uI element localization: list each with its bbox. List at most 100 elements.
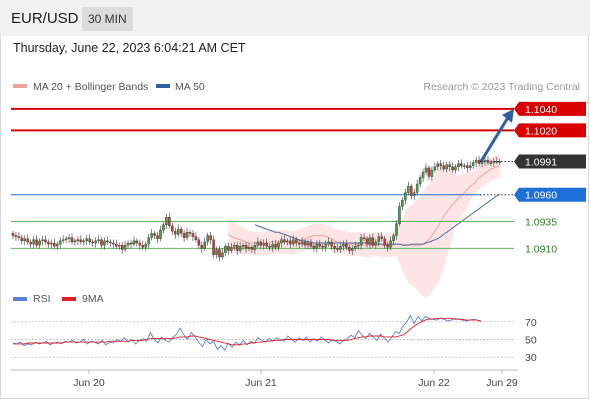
- candle-body: [412, 192, 416, 196]
- candle-body: [221, 252, 224, 258]
- candle-body: [309, 242, 313, 247]
- candle: [123, 240, 127, 253]
- timeframe-badge[interactable]: 30 MIN: [82, 7, 133, 31]
- timestamp: Thursday, June 22, 2023 6:04:21 AM CET: [13, 41, 246, 55]
- candle: [289, 237, 292, 249]
- rsi-legend: RSI 9MA: [13, 293, 104, 305]
- candle-body: [300, 241, 304, 245]
- candle: [112, 239, 115, 249]
- candle: [421, 168, 425, 182]
- candle: [29, 239, 32, 248]
- bollinger-legend-swatch: [13, 84, 27, 88]
- candle-body: [415, 183, 419, 193]
- candle: [454, 164, 457, 174]
- candle-body: [289, 240, 292, 245]
- candle-body: [238, 246, 242, 251]
- candle-body: [203, 241, 206, 249]
- candle-body: [495, 161, 499, 163]
- candle-body: [262, 242, 265, 246]
- level-tag-box: [514, 187, 586, 202]
- candle: [377, 233, 381, 247]
- candle: [11, 230, 15, 240]
- candle: [442, 161, 445, 172]
- candle: [173, 227, 177, 239]
- candle-body: [286, 240, 289, 243]
- candle: [126, 240, 130, 249]
- level-tag-text: 1.1040: [525, 104, 557, 116]
- candle: [79, 235, 83, 245]
- candle-body: [430, 169, 434, 177]
- candle-body: [135, 240, 139, 244]
- candle: [486, 155, 490, 166]
- candle-body: [67, 237, 71, 239]
- candle-body: [73, 240, 77, 243]
- candle-body: [365, 238, 369, 245]
- candle-body: [353, 246, 357, 249]
- candle: [197, 237, 201, 249]
- candle: [309, 238, 313, 249]
- rsi-panel: 30 50 70: [11, 314, 537, 364]
- candle-body: [498, 161, 501, 163]
- candle: [398, 202, 401, 227]
- candle: [20, 234, 24, 245]
- candle: [300, 237, 304, 247]
- candle: [297, 239, 301, 249]
- candle-body: [141, 245, 145, 248]
- candle: [106, 236, 109, 245]
- candle-body: [120, 245, 124, 250]
- candle: [365, 236, 369, 248]
- candle: [318, 239, 322, 249]
- rsi-tick-label: 50: [525, 335, 537, 347]
- candle-body: [383, 238, 386, 246]
- candle-body: [241, 245, 245, 247]
- candle-body: [291, 239, 295, 245]
- candle: [23, 235, 27, 246]
- candle: [427, 165, 431, 181]
- candle: [209, 231, 212, 245]
- candle: [191, 229, 195, 241]
- rsi-legend-label: RSI: [33, 293, 51, 305]
- candle-body: [294, 239, 298, 244]
- candle: [356, 242, 360, 250]
- candle: [176, 224, 180, 238]
- candle: [215, 246, 218, 259]
- candle-body: [91, 241, 94, 244]
- candle-body: [129, 242, 133, 245]
- level-tag-box: [514, 101, 586, 116]
- candle-body: [451, 166, 454, 171]
- candle-body: [454, 166, 457, 171]
- candle: [171, 223, 174, 235]
- candle: [371, 233, 375, 248]
- candle: [14, 231, 18, 241]
- candle-body: [421, 172, 425, 178]
- candle-body: [70, 237, 74, 243]
- candle-body: [468, 165, 472, 169]
- candle: [159, 225, 162, 242]
- candle-body: [474, 160, 478, 163]
- candle: [253, 241, 257, 254]
- candle-body: [235, 245, 239, 251]
- candle-body: [244, 245, 248, 249]
- candle: [277, 240, 280, 251]
- candle-body: [401, 199, 404, 207]
- candle-body: [380, 236, 383, 239]
- candle-body: [138, 242, 142, 246]
- candle-body: [297, 242, 301, 245]
- candle: [135, 238, 139, 247]
- level-tag-1-0991: 1.0991: [514, 154, 586, 169]
- candle: [17, 232, 21, 241]
- candle-body: [191, 233, 195, 237]
- candle-body: [392, 235, 395, 242]
- candle: [82, 238, 86, 246]
- candle-body: [58, 240, 62, 245]
- candle-body: [182, 233, 186, 238]
- candle-body: [377, 236, 381, 243]
- instrument-symbol[interactable]: EUR/USD: [11, 10, 79, 27]
- candle-body: [20, 237, 24, 242]
- candle-body: [50, 242, 53, 245]
- candle: [73, 238, 77, 246]
- rsi-tick-label: 30: [525, 352, 537, 364]
- rsi-ma-legend-label: 9MA: [82, 293, 104, 305]
- candle-body: [321, 246, 324, 248]
- candle: [61, 235, 65, 244]
